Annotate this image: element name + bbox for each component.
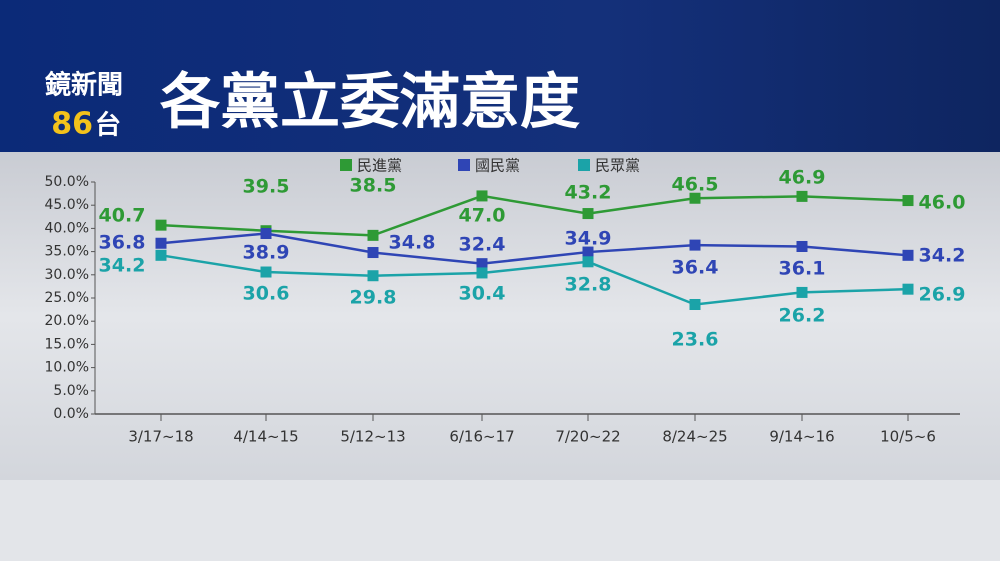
logo-name: 鏡新聞	[45, 70, 123, 101]
chart-title: 各黨立委滿意度	[160, 68, 580, 138]
point-marker	[260, 228, 272, 240]
y-tick-label: 20.0%	[45, 313, 89, 329]
data-label: 23.6	[672, 329, 719, 351]
banner	[0, 0, 1000, 152]
y-tick-label: 35.0%	[45, 244, 89, 260]
data-label: 34.9	[565, 228, 612, 250]
data-label: 32.8	[565, 274, 612, 296]
x-tick-label: 7/20~22	[555, 428, 620, 446]
data-label: 30.4	[459, 283, 506, 305]
x-tick-label: 3/17~18	[128, 428, 193, 446]
data-label: 38.5	[350, 175, 397, 197]
y-tick-label: 5.0%	[53, 383, 89, 399]
series-line	[160, 254, 909, 306]
y-tick-label: 50.0%	[45, 174, 89, 190]
legend-label: 國民黨	[475, 157, 520, 175]
point-marker	[689, 298, 701, 310]
data-label: 43.2	[565, 182, 612, 204]
legend-label: 民眾黨	[595, 157, 640, 175]
point-marker	[476, 258, 488, 270]
y-tick-label: 45.0%	[45, 197, 89, 213]
data-label: 32.4	[459, 234, 506, 256]
y-tick-label: 25.0%	[45, 290, 89, 306]
point-marker	[796, 286, 808, 298]
point-marker	[689, 192, 701, 204]
series-line	[160, 232, 909, 265]
data-label: 30.6	[243, 283, 290, 305]
point-marker	[902, 249, 914, 261]
y-tick-label: 15.0%	[45, 336, 89, 352]
data-label: 36.8	[99, 232, 146, 254]
y-tick-label: 0.0%	[53, 406, 89, 422]
y-tick-label: 40.0%	[45, 220, 89, 236]
data-label: 26.2	[779, 305, 826, 327]
point-marker	[582, 246, 594, 258]
point-marker	[476, 190, 488, 202]
x-tick-label: 8/24~25	[662, 428, 727, 446]
x-tick-label: 10/5~6	[880, 428, 936, 446]
data-label: 47.0	[459, 205, 506, 227]
x-tick-label: 9/14~16	[769, 428, 834, 446]
legend-swatch	[458, 159, 470, 171]
data-label: 36.1	[779, 258, 826, 280]
point-marker	[155, 237, 167, 249]
data-label: 34.2	[99, 255, 146, 277]
data-label: 46.9	[779, 167, 826, 189]
series-line	[160, 194, 909, 237]
data-label: 38.9	[243, 242, 290, 264]
point-marker	[367, 270, 379, 282]
point-marker	[796, 240, 808, 252]
y-tick-label: 10.0%	[45, 360, 89, 376]
legend-swatch	[340, 159, 352, 171]
point-marker	[367, 247, 379, 259]
point-marker	[260, 266, 272, 278]
point-marker	[902, 283, 914, 295]
point-marker	[476, 267, 488, 279]
point-marker	[367, 229, 379, 241]
legend-label: 民進黨	[357, 157, 402, 175]
logo-number: 86	[51, 107, 93, 142]
y-tick-label: 30.0%	[45, 267, 89, 283]
point-marker	[796, 190, 808, 202]
point-marker	[155, 219, 167, 231]
legend-swatch	[578, 159, 590, 171]
point-marker	[902, 195, 914, 207]
point-marker	[582, 208, 594, 220]
chart-background	[0, 152, 1000, 480]
data-label: 40.7	[99, 205, 146, 227]
data-label: 34.2	[919, 245, 966, 267]
x-tick-label: 6/16~17	[449, 428, 514, 446]
data-label: 29.8	[350, 287, 397, 309]
data-label: 36.4	[672, 257, 719, 279]
data-label: 26.9	[919, 284, 966, 306]
data-label: 39.5	[243, 176, 290, 198]
x-tick-label: 5/12~13	[340, 428, 405, 446]
data-label: 46.5	[672, 174, 719, 196]
x-tick-label: 4/14~15	[233, 428, 298, 446]
data-label: 34.8	[389, 232, 436, 254]
point-marker	[689, 239, 701, 251]
point-marker	[582, 256, 594, 268]
point-marker	[155, 249, 167, 261]
data-label: 46.0	[919, 192, 966, 214]
footer-background	[0, 480, 1000, 561]
logo-suffix: 台	[95, 110, 121, 141]
